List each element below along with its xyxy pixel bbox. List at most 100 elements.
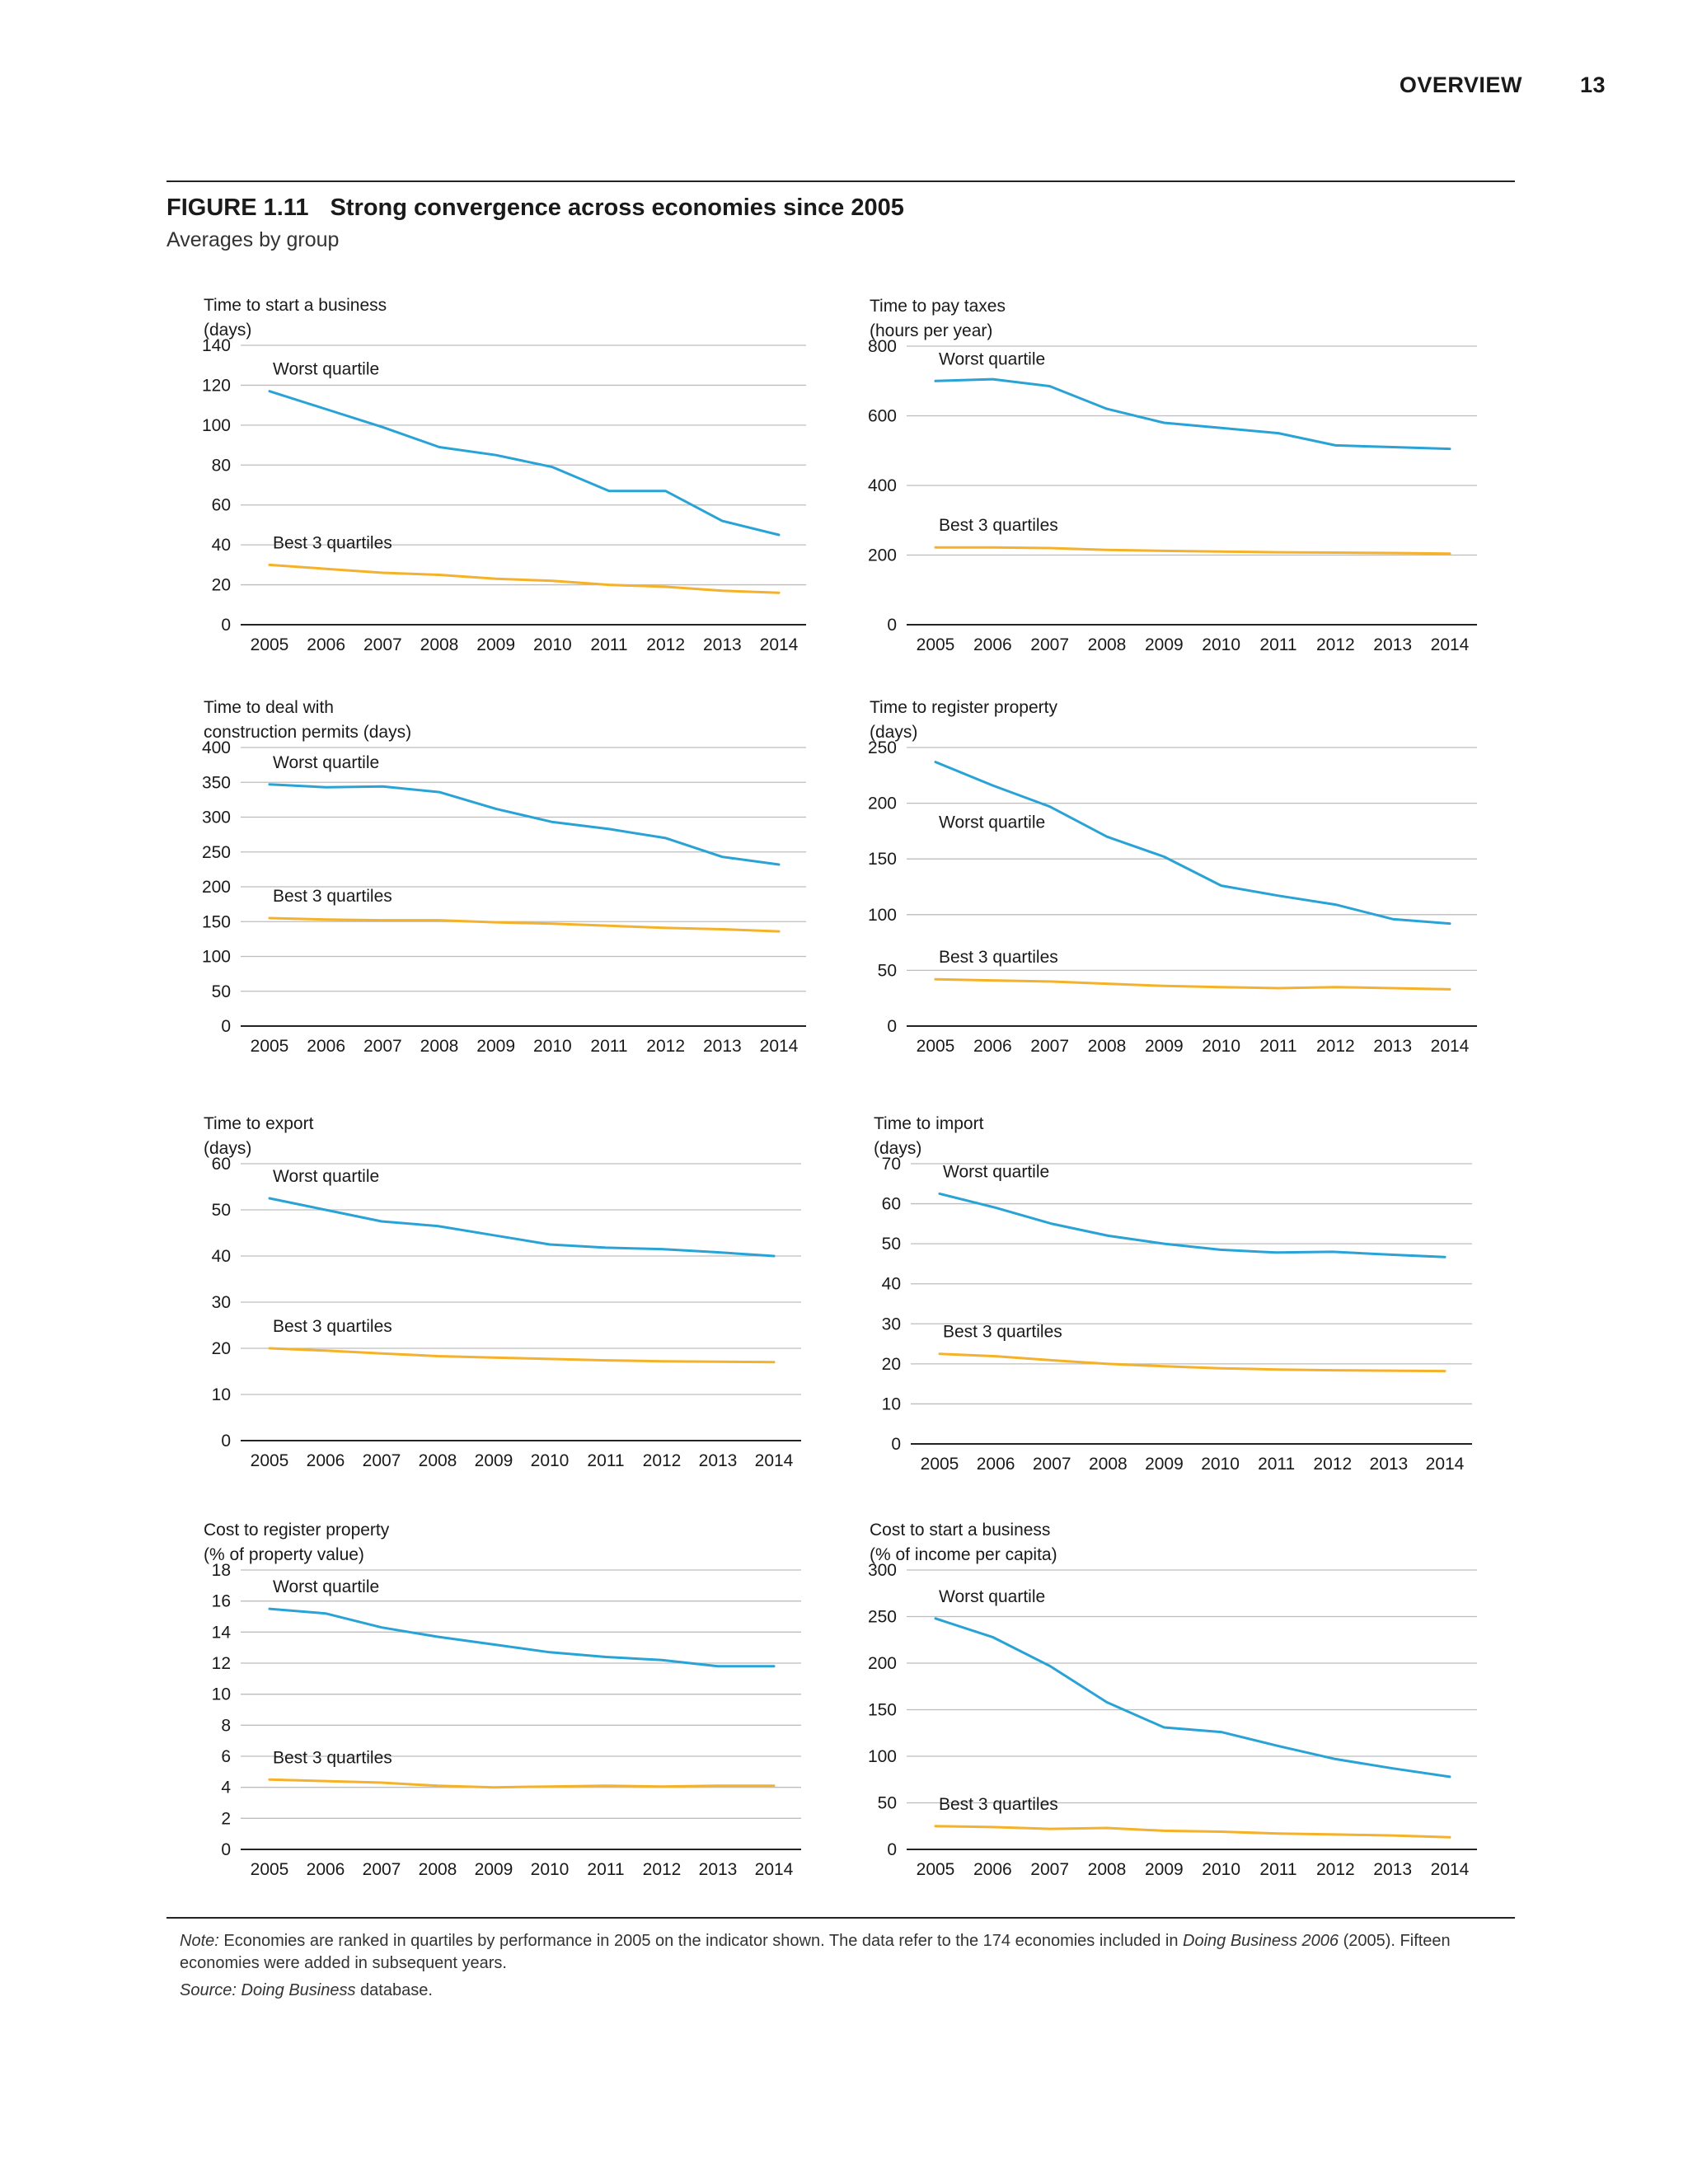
y-tick-label: 30 (212, 1293, 231, 1312)
y-tick-label: 0 (887, 1017, 897, 1036)
x-tick-label: 2006 (973, 1037, 1012, 1056)
x-tick-label: 2014 (760, 1037, 799, 1056)
series-line-best-3-quartiles (268, 916, 781, 933)
source-rest: database. (355, 1981, 433, 1999)
page-header: OVERVIEW 13 (1400, 73, 1606, 98)
series-label-worst-quartile: Worst quartile (273, 360, 379, 379)
y-tick-label: 150 (868, 850, 897, 869)
series-label-worst-quartile: Worst quartile (939, 1587, 1045, 1606)
source-text: Source: Doing Business database. (180, 1980, 1465, 2002)
x-tick-label: 2010 (1201, 1455, 1240, 1474)
y-tick-label: 250 (202, 843, 231, 862)
x-tick-label: 2006 (973, 635, 1012, 654)
x-tick-label: 2006 (307, 1860, 345, 1879)
y-tick-label: 200 (868, 1654, 897, 1673)
x-tick-label: 2009 (1145, 1455, 1184, 1474)
x-tick-label: 2013 (1373, 1860, 1412, 1879)
y-tick-label: 200 (868, 794, 897, 813)
axis-title-line: Time to import (874, 1114, 984, 1133)
x-tick-label: 2014 (755, 1860, 794, 1879)
y-tick-label: 40 (212, 536, 231, 555)
y-tick-label: 100 (868, 1747, 897, 1766)
x-tick-label: 2009 (1145, 1037, 1184, 1056)
y-tick-label: 20 (882, 1355, 901, 1374)
y-tick-label: 10 (882, 1394, 901, 1413)
y-tick-label: 0 (887, 1840, 897, 1859)
x-tick-label: 2005 (251, 1451, 289, 1470)
note-text-1: Economies are ranked in quartiles by per… (218, 1932, 1184, 1950)
series-line-best-3-quartiles (268, 1778, 776, 1789)
axis-title-line: (hours per year) (870, 321, 992, 340)
x-tick-label: 2005 (917, 1860, 955, 1879)
x-tick-label: 2007 (363, 635, 402, 654)
y-tick-label: 14 (212, 1623, 232, 1642)
x-tick-label: 2011 (590, 635, 627, 654)
x-tick-label: 2005 (917, 1037, 955, 1056)
chart-panel-1: Time to start a business (days) 0 20 40 60 80 1… (202, 296, 806, 654)
y-tick-label: 50 (212, 1201, 231, 1220)
series-line-worst-quartile (934, 761, 1451, 926)
axis-title-line: Time to start a business (204, 296, 387, 315)
x-tick-label: 2009 (476, 635, 515, 654)
series-label-worst-quartile: Worst quartile (273, 1577, 379, 1596)
y-tick-label: 60 (212, 496, 231, 515)
y-tick-label: 150 (868, 1701, 897, 1720)
x-tick-label: 2005 (251, 1860, 289, 1879)
note-text: Note: Economies are ranked in quartiles … (180, 1930, 1465, 1975)
series-label-worst-quartile: Worst quartile (273, 753, 379, 772)
x-tick-label: 2005 (921, 1455, 959, 1474)
x-tick-label: 2010 (531, 1451, 570, 1470)
x-tick-label: 2009 (1145, 635, 1184, 654)
y-tick-label: 800 (868, 337, 897, 356)
chart-panel-4: Time to register property (days) 0 50 100 150… (868, 698, 1477, 1056)
y-tick-label: 140 (202, 336, 231, 355)
series-line-worst-quartile (268, 1607, 776, 1668)
series-label-best-3-quartiles: Best 3 quartiles (273, 887, 392, 906)
x-tick-label: 2010 (533, 635, 572, 654)
axis-title-line: (days) (870, 723, 917, 742)
axis-title-line: Time to deal with (204, 698, 334, 717)
series-label-best-3-quartiles: Best 3 quartiles (939, 1795, 1058, 1814)
chart-panel-3: Time to deal with construction permits (d… (202, 698, 806, 1056)
x-tick-label: 2008 (420, 1037, 459, 1056)
y-tick-label: 0 (221, 616, 231, 635)
x-tick-label: 2011 (1259, 1860, 1296, 1879)
series-line-best-3-quartiles (938, 1352, 1447, 1373)
page-number: 13 (1579, 73, 1606, 97)
chart-panel-5: Time to export (days) 0 10 20 30 40 50 60 2005 200… (204, 1114, 801, 1470)
figure-label: FIGURE 1.11 (166, 194, 309, 221)
y-tick-label: 200 (202, 878, 231, 897)
x-tick-label: 2012 (1316, 635, 1355, 654)
y-tick-label: 250 (868, 1608, 897, 1627)
axis-title-line: Time to export (204, 1114, 314, 1133)
note-label: Note: (180, 1932, 219, 1950)
y-tick-label: 40 (212, 1247, 231, 1266)
x-tick-label: 2010 (1202, 635, 1240, 654)
y-tick-label: 4 (221, 1779, 231, 1797)
y-tick-label: 70 (882, 1155, 901, 1174)
y-tick-label: 80 (212, 456, 231, 475)
series-label-best-3-quartiles: Best 3 quartiles (943, 1323, 1062, 1342)
x-tick-label: 2012 (646, 1037, 685, 1056)
y-tick-label: 2 (221, 1809, 231, 1828)
axis-title-line: Time to pay taxes (870, 297, 1006, 316)
x-tick-label: 2012 (1316, 1037, 1355, 1056)
x-tick-label: 2007 (1030, 1860, 1069, 1879)
x-tick-label: 2014 (1431, 1860, 1470, 1879)
x-tick-label: 2008 (1089, 1455, 1128, 1474)
y-tick-label: 18 (212, 1561, 231, 1580)
x-tick-label: 2008 (1088, 635, 1127, 654)
y-tick-label: 6 (221, 1747, 231, 1766)
x-tick-label: 2012 (1313, 1455, 1352, 1474)
x-tick-label: 2006 (307, 1451, 345, 1470)
x-tick-label: 2007 (363, 1860, 401, 1879)
axis-title-line: (days) (204, 1139, 251, 1158)
axis-title-line: Time to register property (870, 698, 1057, 717)
x-tick-label: 2007 (363, 1451, 401, 1470)
x-tick-label: 2014 (755, 1451, 794, 1470)
y-tick-label: 60 (212, 1155, 231, 1174)
series-label-worst-quartile: Worst quartile (273, 1167, 379, 1186)
y-tick-label: 0 (221, 1017, 231, 1036)
y-tick-label: 120 (202, 376, 231, 395)
